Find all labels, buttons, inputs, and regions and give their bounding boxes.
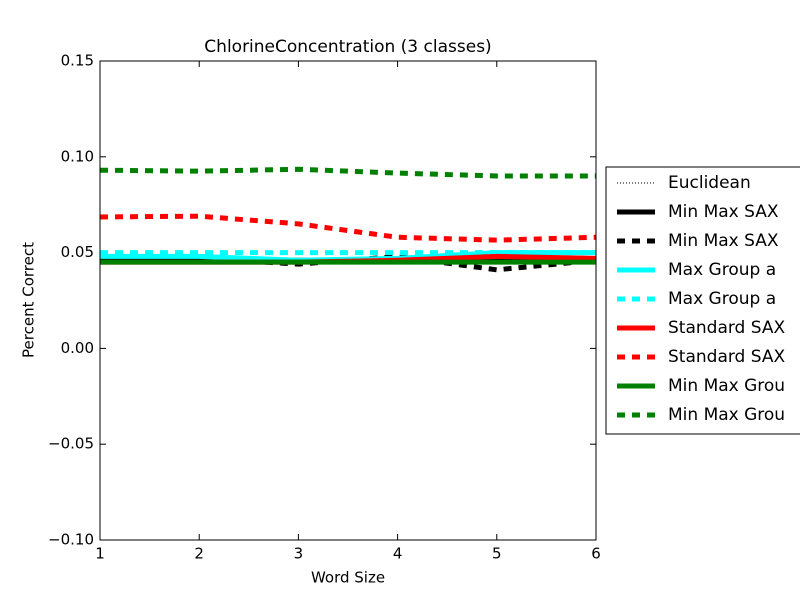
line-series bbox=[100, 213, 596, 243]
x-tick-label: 3 bbox=[294, 545, 304, 563]
legend-label: Min Max Grou bbox=[668, 376, 785, 396]
x-axis-label: Word Size bbox=[311, 569, 385, 587]
plot-area bbox=[100, 166, 596, 273]
legend-label: Max Group a bbox=[668, 260, 776, 280]
y-tick-label: 0.00 bbox=[61, 339, 94, 357]
x-tick-label: 6 bbox=[591, 545, 601, 563]
x-tick-label: 2 bbox=[194, 545, 204, 563]
legend-label: Min Max Grou bbox=[668, 405, 785, 425]
y-tick-label: 0.05 bbox=[61, 243, 94, 261]
y-tick-label: 0.10 bbox=[61, 147, 94, 165]
legend-label: Standard SAX bbox=[668, 318, 785, 338]
x-tick-label: 1 bbox=[95, 545, 105, 563]
chart-title: ChlorineConcentration (3 classes) bbox=[204, 37, 491, 57]
legend-label: Standard SAX bbox=[668, 347, 785, 367]
legend-label: Min Max SAX bbox=[668, 231, 779, 251]
y-axis-label: Percent Correct bbox=[20, 242, 38, 358]
legend-label: Min Max SAX bbox=[668, 202, 779, 222]
plot-frame bbox=[99, 60, 597, 541]
x-tick-label: 4 bbox=[393, 545, 403, 563]
y-tick-label: −0.10 bbox=[48, 531, 94, 549]
line-series bbox=[100, 166, 596, 179]
x-tick-label: 5 bbox=[492, 545, 502, 563]
legend-label: Euclidean bbox=[668, 173, 751, 193]
legend-label: Max Group a bbox=[668, 289, 776, 309]
y-tick-label: 0.15 bbox=[61, 52, 94, 70]
y-tick-label: −0.05 bbox=[48, 435, 94, 453]
